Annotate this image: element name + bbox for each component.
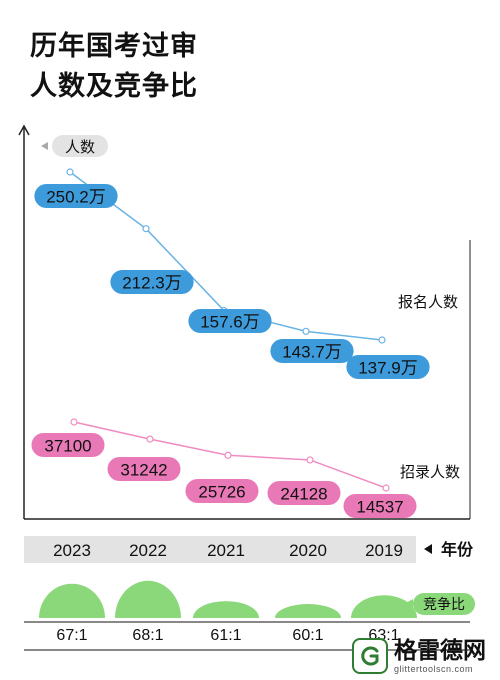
title-line-2: 人数及竞争比 [30,71,198,101]
applicants-data-label: 250.2万 [46,188,106,207]
legend-applicants: 报名人数 [398,294,458,311]
hires-data-label-bg [267,481,341,505]
watermark-url: glittertoolscn.com [394,663,474,674]
hires-point [70,418,78,426]
y-axis-badge-arrow-icon [41,142,48,150]
hires-data-label: 37100 [44,437,91,456]
watermark-logo-icon [352,638,388,674]
legend-hires: 招录人数 [400,464,460,481]
watermark-name: 格雷德网 [394,636,486,663]
applicants-point [378,336,386,344]
hires-point [146,435,154,443]
applicants-point [66,168,74,176]
ratio-dome [193,601,259,618]
ratio-label: 61:1 [210,627,241,644]
hires-data-label-bg [31,433,105,457]
applicants-point [142,225,150,233]
applicants-data-label-bg [110,270,194,294]
hires-data-label: 25726 [198,483,245,502]
title-line-1: 历年国考过审 [30,31,198,61]
applicants-data-label: 143.7万 [282,343,342,362]
applicants-data-label: 157.6万 [200,313,260,332]
ratio-label: 60:1 [292,627,323,644]
hires-point [224,451,232,459]
hires-data-label-bg [185,479,259,503]
ratio-dome [275,604,341,618]
y-axis-badge-bg [52,135,108,157]
hires-point [306,456,314,464]
x-axis-arrow-icon [424,544,432,554]
hires-data-label-bg [343,494,417,518]
x-axis-label: 年份 [441,540,474,559]
ratio-badge-bg [413,593,475,615]
year-band [24,536,416,563]
applicants-data-label: 137.9万 [358,359,418,378]
chart-title: 历年国考过审 人数及竞争比 [30,26,290,106]
applicants-data-label-bg [346,355,430,379]
x-tick-label: 2022 [129,541,167,560]
y-axis-arrow-icon [18,124,30,136]
ratio-label: 67:1 [56,627,87,644]
ratio-badge: 竞争比 [423,596,465,612]
applicants-data-label-bg [270,339,354,363]
watermark: 格雷德网 glittertoolscn.com [352,634,498,678]
ratio-dome [351,595,417,618]
x-tick-label: 2020 [289,541,327,560]
hires-data-label: 31242 [120,461,167,480]
ratio-dome [39,583,105,618]
applicants-point [302,327,310,335]
applicants-data-label-bg [34,184,118,208]
ratio-badge-arrow-icon [404,599,413,609]
ratio-dome [115,580,181,618]
y-axis-badge: 人数 [65,139,95,156]
applicants-data-label: 212.3万 [122,274,182,293]
hires-data-label-bg [107,457,181,481]
x-tick-label: 2023 [53,541,91,560]
hires-point [382,484,390,492]
x-tick-label: 2019 [365,541,403,560]
hires-data-label: 14537 [356,498,403,517]
applicants-data-label-bg [188,309,272,333]
x-tick-label: 2021 [207,541,245,560]
hires-data-label: 24128 [280,485,327,504]
ratio-label: 68:1 [132,627,163,644]
